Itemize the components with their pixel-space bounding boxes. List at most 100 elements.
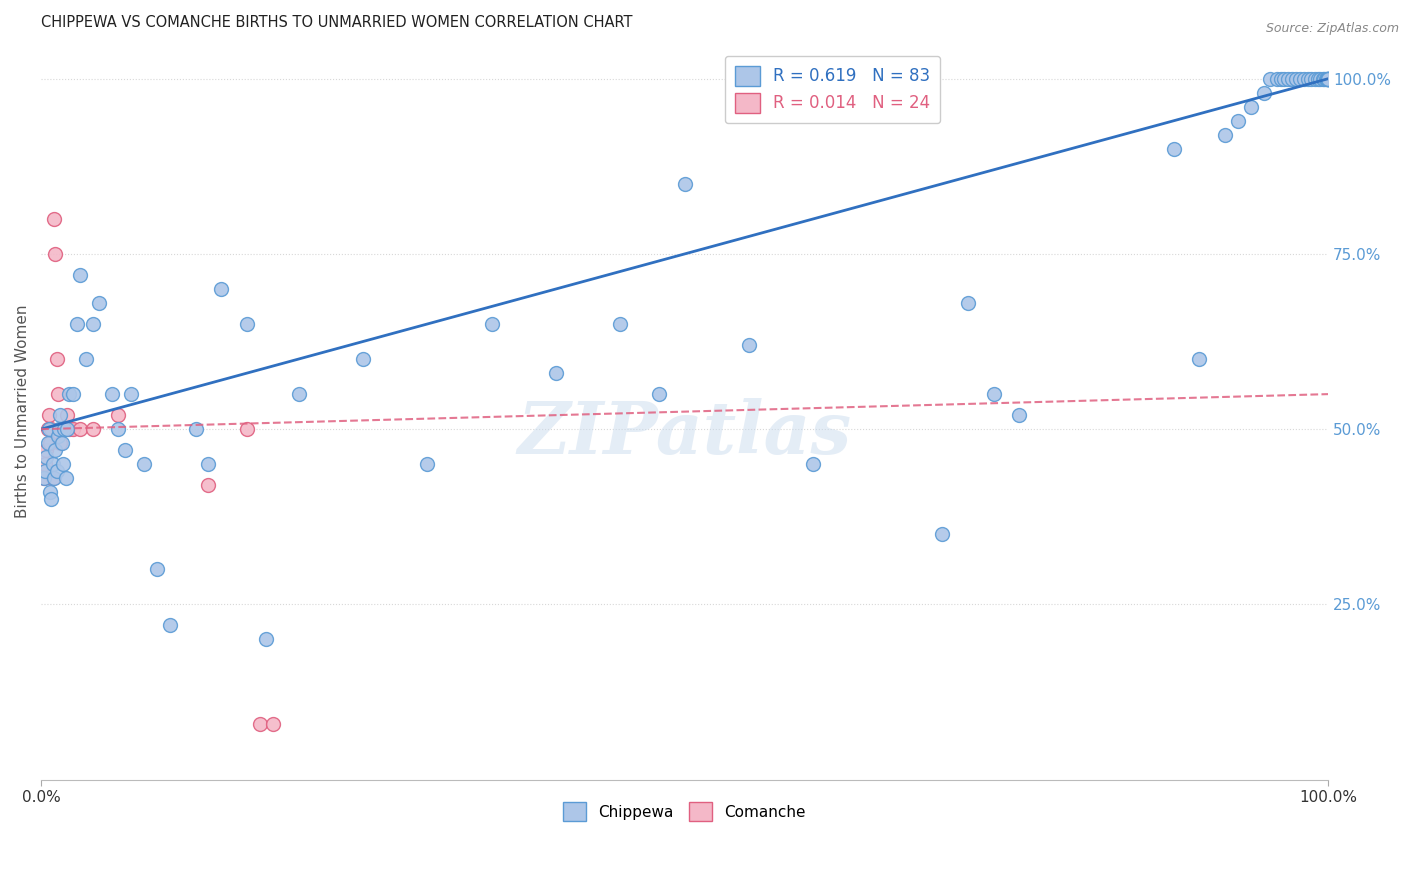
Point [1303, 71, 1326, 86]
Point [66, 317, 89, 331]
Point [35, 443, 58, 458]
Point [197, 478, 219, 492]
Point [1312, 71, 1334, 86]
Point [1008, 408, 1031, 422]
Point [53, 422, 76, 436]
Point [249, 716, 271, 731]
Point [1281, 71, 1303, 86]
Point [34, 457, 56, 471]
Point [1227, 113, 1250, 128]
Point [416, 457, 439, 471]
Point [159, 618, 181, 632]
Point [87, 296, 110, 310]
Point [44, 443, 66, 458]
Point [983, 387, 1005, 401]
Point [1285, 71, 1308, 86]
Point [287, 387, 309, 401]
Point [120, 387, 142, 401]
Point [1265, 71, 1288, 86]
Point [49, 408, 72, 422]
Point [801, 457, 824, 471]
Point [544, 366, 567, 380]
Point [1313, 71, 1336, 86]
Point [1316, 71, 1339, 86]
Point [209, 282, 232, 296]
Point [1317, 71, 1340, 86]
Point [1317, 71, 1340, 86]
Point [44, 247, 66, 261]
Point [45, 464, 67, 478]
Point [41, 457, 63, 471]
Point [1272, 71, 1295, 86]
Point [1317, 71, 1340, 86]
Point [1309, 71, 1331, 86]
Point [32, 471, 55, 485]
Point [46, 387, 69, 401]
Point [62, 422, 84, 436]
Point [352, 352, 374, 367]
Point [262, 716, 284, 731]
Point [132, 457, 155, 471]
Point [41, 471, 63, 485]
Point [48, 422, 70, 436]
Point [1188, 352, 1211, 367]
Point [37, 422, 59, 436]
Point [49, 436, 72, 450]
Point [38, 408, 60, 422]
Point [1301, 71, 1323, 86]
Point [32, 471, 55, 485]
Point [52, 457, 75, 471]
Point [1317, 71, 1340, 86]
Point [1277, 71, 1299, 86]
Point [35, 450, 58, 465]
Point [648, 387, 671, 401]
Y-axis label: Births to Unmarried Women: Births to Unmarried Women [15, 305, 30, 518]
Point [34, 464, 56, 478]
Point [1296, 71, 1319, 86]
Point [39, 485, 62, 500]
Point [1258, 71, 1281, 86]
Point [609, 317, 631, 331]
Point [53, 422, 76, 436]
Point [58, 422, 80, 436]
Text: ZIPatlas: ZIPatlas [517, 398, 852, 469]
Point [1270, 71, 1292, 86]
Point [51, 436, 73, 450]
Point [1317, 71, 1340, 86]
Point [1240, 100, 1263, 114]
Point [58, 387, 80, 401]
Point [1213, 128, 1236, 142]
Point [236, 317, 259, 331]
Point [738, 338, 761, 352]
Point [46, 429, 69, 443]
Point [82, 317, 104, 331]
Point [114, 443, 136, 458]
Point [1306, 71, 1329, 86]
Text: Source: ZipAtlas.com: Source: ZipAtlas.com [1265, 22, 1399, 36]
Point [107, 408, 129, 422]
Point [42, 471, 65, 485]
Point [1317, 71, 1340, 86]
Point [38, 422, 60, 436]
Point [45, 352, 67, 367]
Point [254, 632, 277, 647]
Point [39, 436, 62, 450]
Point [69, 422, 91, 436]
Point [1288, 71, 1310, 86]
Point [82, 422, 104, 436]
Point [75, 352, 97, 367]
Point [184, 422, 207, 436]
Point [69, 268, 91, 282]
Legend: Chippewa, Comanche: Chippewa, Comanche [557, 797, 811, 827]
Point [1292, 71, 1315, 86]
Point [56, 422, 79, 436]
Point [481, 317, 503, 331]
Point [1163, 142, 1185, 156]
Point [1253, 86, 1275, 100]
Point [236, 422, 259, 436]
Point [1317, 71, 1340, 86]
Text: CHIPPEWA VS COMANCHE BIRTHS TO UNMARRIED WOMEN CORRELATION CHART: CHIPPEWA VS COMANCHE BIRTHS TO UNMARRIED… [41, 15, 633, 30]
Point [956, 296, 979, 310]
Point [42, 211, 65, 226]
Point [101, 387, 124, 401]
